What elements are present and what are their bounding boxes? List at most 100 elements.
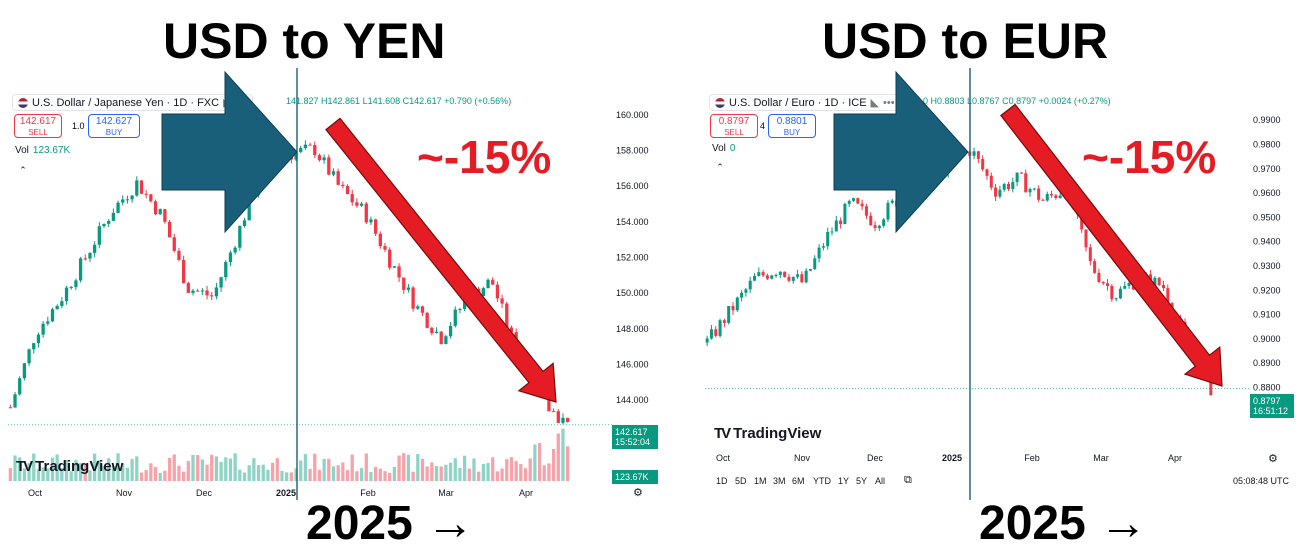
left-spread: 1.0	[72, 121, 85, 131]
range-button-3m[interactable]: 3M	[773, 476, 786, 486]
candle-body	[477, 288, 481, 297]
candle-body	[83, 258, 87, 260]
right-compare-icon[interactable]: ⧉	[904, 474, 912, 486]
volume-bar	[266, 469, 270, 481]
range-button-6m[interactable]: 6M	[792, 476, 805, 486]
us-flag-icon	[18, 97, 28, 108]
range-button-5y[interactable]: 5Y	[856, 476, 868, 486]
candle-body	[985, 169, 989, 176]
candle-body	[74, 280, 78, 287]
x-tick-label: 2025	[276, 488, 296, 498]
candle-body	[214, 287, 219, 297]
right-year-label: 2025 →	[979, 497, 1148, 550]
candle-body	[804, 270, 808, 283]
volume-bar	[111, 465, 116, 481]
candle-body	[308, 144, 312, 146]
volume-bar	[149, 463, 153, 481]
candle-body	[1050, 193, 1054, 196]
candle-body	[1032, 188, 1036, 190]
left-chart: U.S. Dollar / Japanese Yen · 1D · FXC ◣ …	[8, 88, 658, 500]
volume-bar	[519, 464, 523, 481]
left-chevron-up-icon[interactable]: ⌃	[19, 165, 27, 175]
candle-body	[444, 336, 448, 344]
candle-body	[294, 152, 298, 160]
candle-body	[495, 284, 500, 299]
left-settings-icon[interactable]: ⚙	[633, 487, 643, 499]
candle-body	[761, 272, 765, 276]
range-button-5d[interactable]: 5D	[735, 476, 747, 486]
candle-body	[406, 287, 411, 290]
candle-body	[289, 156, 293, 160]
left-buy-button[interactable]: 142.627 BUY	[88, 114, 140, 138]
candle-body	[299, 148, 303, 153]
candle-body	[149, 194, 153, 202]
candle-body	[735, 297, 739, 311]
candle-body	[722, 320, 726, 323]
right-settings-icon[interactable]: ⚙	[1268, 453, 1278, 465]
volume-bar	[486, 463, 490, 481]
candle-body	[453, 309, 457, 326]
candle-body	[36, 334, 41, 344]
left-percent-label: ~-15%	[417, 131, 552, 183]
volume-bar	[364, 453, 368, 481]
volume-bar	[491, 457, 495, 481]
volume-bar	[299, 460, 303, 481]
volume-bar	[191, 454, 195, 481]
volume-bar	[331, 466, 336, 481]
candle-body	[890, 200, 894, 203]
range-button-ytd[interactable]: YTD	[813, 476, 831, 486]
volume-bar	[537, 442, 542, 481]
volume-bar	[135, 456, 139, 481]
x-tick-label: Nov	[794, 453, 811, 463]
candle-body	[1131, 283, 1135, 290]
candle-body	[1174, 315, 1178, 319]
candle-body	[172, 237, 176, 251]
candle-body	[331, 171, 336, 175]
candle-body	[55, 305, 59, 310]
candle-body	[472, 288, 476, 303]
volume-bar	[303, 454, 308, 481]
candle-body	[270, 155, 275, 161]
right-volume-label: Vol 0	[712, 143, 736, 154]
candle-body	[374, 219, 378, 234]
candle-body	[186, 283, 190, 293]
candle-body	[18, 378, 22, 395]
volume-bar	[247, 465, 251, 481]
volume-bar	[256, 465, 261, 481]
x-tick-label: Feb	[1024, 453, 1040, 463]
volume-bar	[74, 460, 78, 481]
candle-body	[420, 306, 425, 313]
candle-body	[989, 175, 993, 188]
right-chevron-up-icon[interactable]: ⌃	[716, 162, 724, 172]
candle-body	[959, 153, 963, 155]
volume-bar	[186, 460, 190, 481]
candle-body	[46, 321, 50, 324]
range-button-1y[interactable]: 1Y	[838, 476, 850, 486]
range-button-all[interactable]: All	[875, 476, 886, 486]
candle-body	[411, 287, 415, 309]
candle-body	[285, 156, 289, 158]
y-tick-label: 0.9100	[1253, 310, 1281, 320]
right-buy-button[interactable]: 0.8801 BUY	[768, 114, 816, 138]
candle-body	[486, 279, 490, 289]
candle-body	[41, 323, 45, 335]
candle-body	[397, 266, 401, 278]
volume-bar	[359, 468, 364, 481]
range-button-1d[interactable]: 1D	[716, 476, 728, 486]
range-button-1m[interactable]: 1M	[754, 476, 767, 486]
volume-bar	[13, 455, 17, 481]
volume-bar	[219, 461, 223, 481]
left-sell-button[interactable]: 142.617 SELL	[14, 114, 62, 138]
candle-body	[1149, 274, 1153, 288]
volume-bar	[439, 466, 443, 481]
volume-bar	[88, 470, 92, 481]
volume-bar	[8, 468, 12, 481]
candle-body	[1123, 285, 1127, 289]
candle-body	[430, 327, 434, 334]
candle-body	[261, 159, 265, 181]
volume-bar	[495, 471, 500, 481]
right-sell-button[interactable]: 0.8797 SELL	[710, 114, 758, 138]
candle-body	[976, 151, 980, 160]
volume-bar	[322, 458, 326, 481]
y-tick-label: 152.000	[616, 253, 649, 263]
